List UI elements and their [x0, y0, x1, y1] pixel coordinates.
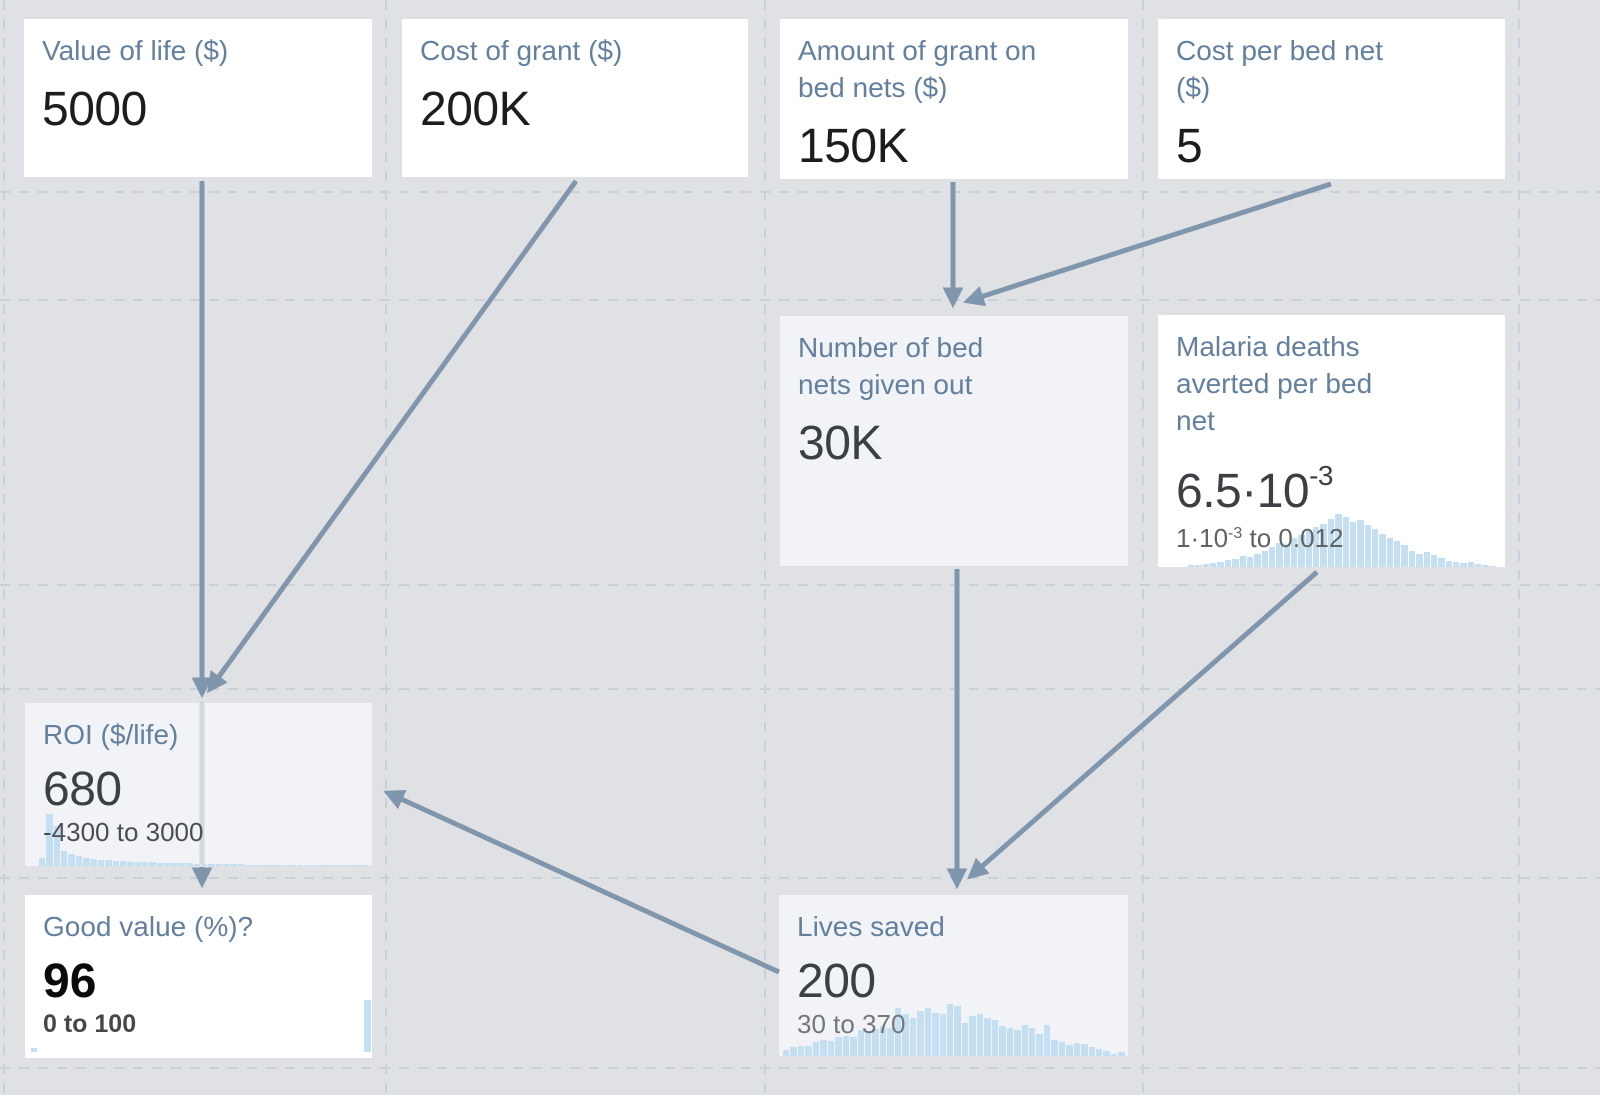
- cell-histogram: [39, 814, 370, 866]
- cell-value: 5: [1176, 120, 1203, 173]
- cell-lives-saved[interactable]: Lives saved 200 30 to 370: [779, 895, 1128, 1056]
- cell-title: Cost of grant ($): [420, 35, 623, 66]
- cell-value: 96: [43, 955, 97, 1008]
- value-exponent: -3: [1309, 460, 1334, 491]
- cell-title: Cost per bed net ($): [1176, 35, 1384, 103]
- cell-value: 680: [43, 763, 122, 816]
- cell-histogram: [783, 1004, 1126, 1056]
- cell-histogram: [1188, 514, 1497, 567]
- cell-title: ROI ($/life): [43, 719, 179, 750]
- cell-title: Good value (%)?: [43, 911, 254, 942]
- cell-value: 30K: [798, 417, 882, 470]
- cell-cost-per-bed-net[interactable]: Cost per bed net ($) 5: [1158, 19, 1505, 179]
- cell-cost-of-grant[interactable]: Cost of grant ($) 200K: [402, 19, 748, 177]
- cell-range: 1·10-3 to 0.012: [1176, 523, 1344, 553]
- cell-value: 6.5·10-3: [1176, 460, 1334, 518]
- cell-title: Value of life ($): [42, 35, 229, 66]
- cell-value: 5000: [42, 83, 147, 136]
- cell-number-of-bed-nets[interactable]: Number of bed nets given out 30K: [780, 316, 1128, 566]
- cell-roi[interactable]: ROI ($/life) 680 -4300 to 3000: [25, 703, 372, 866]
- cell-histogram: [31, 1000, 372, 1052]
- cell-value: 200K: [420, 83, 531, 136]
- cell-value: 200: [797, 955, 876, 1008]
- cell-range: 0 to 100: [43, 1010, 137, 1038]
- cell-good-value[interactable]: Good value (%)? 96 0 to 100: [25, 895, 372, 1058]
- cell-title: Lives saved: [797, 911, 945, 942]
- cell-title: Number of bed nets given out: [798, 332, 984, 400]
- cell-range: 30 to 370: [797, 1009, 906, 1039]
- cell-title: Amount of grant on bed nets ($): [798, 35, 1037, 103]
- cell-title: Malaria deaths averted per bed net: [1176, 331, 1373, 436]
- cell-value: 150K: [798, 120, 909, 173]
- cell-value-of-life[interactable]: Value of life ($) 5000: [24, 19, 372, 177]
- cell-grant-on-bed-nets[interactable]: Amount of grant on bed nets ($) 150K: [780, 19, 1128, 179]
- cell-malaria-deaths-averted[interactable]: Malaria deaths averted per bed net 6.5·1…: [1158, 315, 1505, 567]
- range-exponent: -3: [1228, 525, 1243, 542]
- cell-range: -4300 to 3000: [43, 817, 204, 847]
